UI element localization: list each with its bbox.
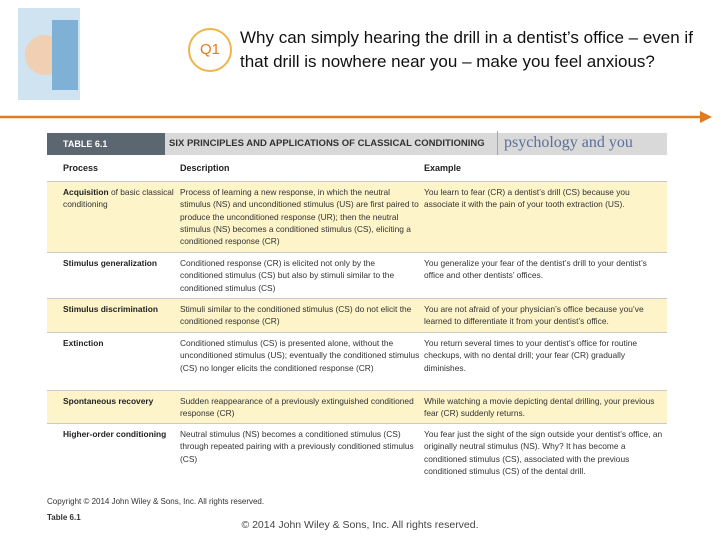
question: Why can simply hearing the drill in a de…: [240, 28, 693, 71]
slide-decoration: [0, 8, 712, 123]
description-cell: Stimuli similar to the conditioned stimu…: [180, 304, 412, 327]
process-name: Stimulus discrimination: [63, 304, 158, 314]
copyright: Copyright © 2014 John Wiley & Sons, Inc.…: [47, 497, 265, 506]
table-row: Extinction Conditioned stimulus (CS) is p…: [47, 332, 667, 391]
description-cell: Conditioned stimulus (CS) is presented a…: [180, 338, 420, 373]
process-cell: Stimulus discrimination: [63, 303, 181, 315]
description-cell: Sudden reappearance of a previously exti…: [180, 396, 414, 419]
description-cell: Neutral stimulus (NS) becomes a conditio…: [180, 429, 414, 464]
column-header: Description: [180, 163, 230, 173]
example-cell: You are not afraid of your physician’s o…: [424, 304, 644, 327]
example-cell: You generalize your fear of the dentist’…: [424, 258, 647, 281]
process-note: of basic classical conditioning: [63, 187, 174, 210]
example-cell: While watching a movie depicting dental …: [424, 396, 655, 419]
table-label: TABLE 6.1: [47, 133, 165, 155]
photo-figure: [52, 20, 78, 90]
description-cell: Conditioned response (CR) is elicited no…: [180, 258, 395, 293]
process-cell: Acquisition of basic classical condition…: [63, 186, 181, 211]
table-caption: Table 6.1: [47, 513, 81, 522]
table-header-bar: [47, 133, 667, 155]
column-header: Process: [63, 163, 99, 173]
divider-arrow: [700, 111, 712, 123]
process-name: Acquisition: [63, 187, 109, 197]
table-row: Higher-order conditioning Neutral stimulu…: [47, 423, 667, 492]
table-row: Stimulus generalization Conditioned respo…: [47, 252, 667, 299]
example-cell: You fear just the sight of the sign outs…: [424, 429, 663, 476]
description-cell: Process of learning a new response, in w…: [180, 187, 419, 247]
process-name: Stimulus generalization: [63, 258, 158, 268]
table-row: Stimulus discrimination Stimuli similar t…: [47, 298, 667, 333]
table-row: Acquisition of basic classical condition…: [47, 181, 667, 253]
table: TABLE 6.1 SIX PRINCIPLES AND APPLICATION…: [47, 131, 667, 493]
process-cell: Spontaneous recovery: [63, 395, 181, 407]
example-cell: You learn to fear (CR) a dentist’s drill…: [424, 187, 630, 210]
table-title: SIX PRINCIPLES AND APPLICATIONS OF CLASS…: [169, 138, 485, 149]
process-name: Higher-order conditioning: [63, 429, 167, 439]
column-header: Example: [424, 163, 462, 173]
process-cell: Extinction: [63, 337, 181, 349]
process-cell: Stimulus generalization: [63, 257, 181, 269]
table-row: Spontaneous recovery Sudden reappearance …: [47, 390, 667, 424]
question-badge: Q1: [188, 28, 232, 72]
table-brand: psychology and you: [497, 131, 633, 155]
process-name: Extinction: [63, 338, 104, 348]
question-number: Q1: [199, 41, 220, 58]
footer: © 2014 John Wiley & Sons, Inc. All right…: [241, 519, 479, 531]
process-name: Spontaneous recovery: [63, 396, 154, 406]
example-cell: You return several times to your dentist…: [424, 338, 638, 373]
process-cell: Higher-order conditioning: [63, 428, 181, 440]
